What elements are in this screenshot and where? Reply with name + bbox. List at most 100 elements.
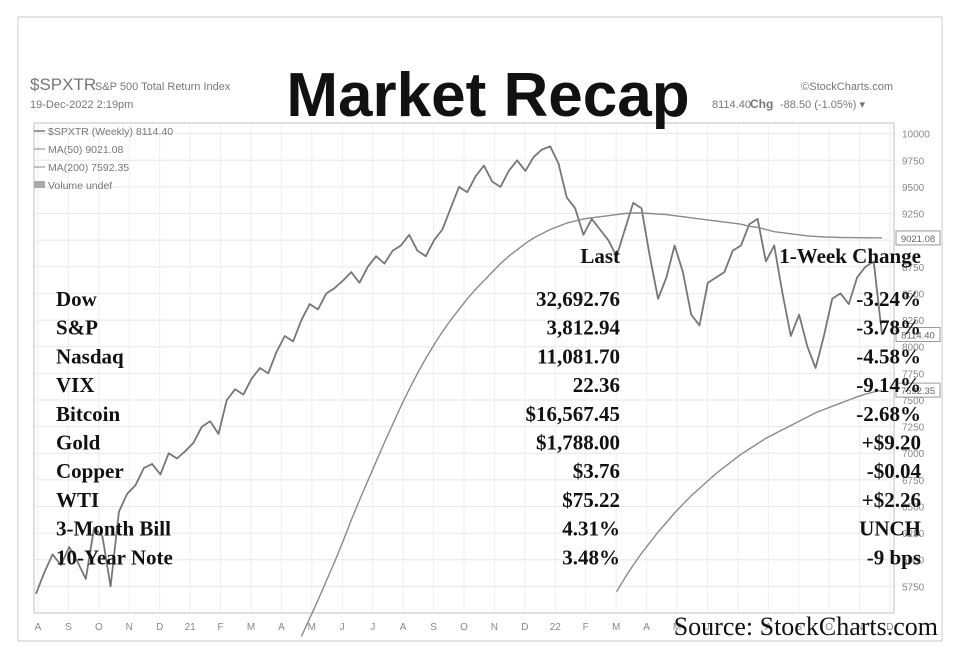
table-row-change: UNCH (859, 517, 921, 541)
series-line (300, 212, 883, 637)
x-tick-label: J (735, 622, 740, 633)
table-row-name: 10-Year Note (56, 545, 173, 569)
y-tick-label: 7000 (902, 449, 925, 460)
table-row-last: 4.31% (562, 517, 620, 541)
table-row-name: Bitcoin (56, 402, 120, 426)
y-tick-label: 6250 (902, 529, 925, 540)
table-row-change: -2.68% (856, 402, 921, 426)
brand-label: ©StockCharts.com (801, 81, 893, 93)
table-header-last: Last (580, 244, 620, 268)
x-tick-label: A (400, 622, 407, 633)
x-tick-label: S (430, 622, 437, 633)
source-label: Source: StockCharts.com (674, 612, 938, 641)
table-header-change: 1-Week Change (779, 244, 921, 268)
table-row-change: -9 bps (867, 545, 921, 569)
price-badges: 9021.08 8114.40 7592.35 (895, 230, 941, 398)
x-tick-label: D (886, 622, 893, 633)
x-tick-label: M (673, 622, 681, 633)
series-line (35, 145, 883, 595)
table-row-change: +$2.26 (862, 488, 921, 512)
x-tick-label: D (156, 622, 163, 633)
table-row-last: 3.48% (562, 545, 620, 569)
y-tick-label: 6750 (902, 476, 925, 487)
x-tick-label: N (491, 622, 498, 633)
x-tick-label: N (126, 622, 133, 633)
y-tick-label: 7500 (902, 396, 925, 407)
price-badge-label: 7592.35 (901, 386, 935, 397)
x-tick-label: M (308, 622, 316, 633)
date-label: 19-Dec-2022 2:19pm (30, 99, 133, 111)
table-row-last: $75.22 (562, 488, 620, 512)
x-tick-label: A (278, 622, 285, 633)
change-label: Chg (750, 97, 773, 111)
legend-swatch (34, 181, 45, 188)
y-tick-label: 9250 (902, 210, 925, 221)
x-tick-label: O (825, 622, 833, 633)
table-row-last: 3,812.94 (547, 316, 621, 340)
x-tick-label: J (705, 622, 710, 633)
price-badge (895, 230, 941, 246)
table-row-last: $16,567.45 (526, 402, 621, 426)
y-tick-label: 7750 (902, 369, 925, 380)
x-tick-label: 22 (550, 622, 562, 633)
table-row-name: WTI (56, 488, 99, 512)
table-row-change: -$0.04 (867, 459, 922, 483)
data-table: Last 1-Week Change Dow 32,692.76 -3.24% S&P… (56, 244, 921, 569)
x-tick-label: J (370, 622, 375, 633)
table-row-change: -3.24% (856, 287, 921, 311)
legend-item: MA(200) 7592.35 (48, 162, 129, 174)
table-row-change: +$9.20 (862, 431, 921, 455)
x-axis: A S O N D 21 F M A M J J A S O N D 22 F M A M J J A S O N D (35, 622, 894, 633)
legend-item: MA(50) 9021.08 (48, 144, 123, 156)
table-row-name: Dow (56, 287, 98, 311)
x-tick-label: N (856, 622, 863, 633)
legend-item: $SPXTR (Weekly) 8114.40 (48, 126, 173, 138)
table-row-last: 11,081.70 (537, 344, 620, 368)
x-tick-label: 21 (185, 622, 197, 633)
y-tick-label: 6000 (902, 556, 925, 567)
y-axis: 1000097509500925090008750850082508000775… (902, 130, 930, 594)
legend-item: Volume undef (48, 180, 112, 192)
x-tick-label: O (95, 622, 103, 633)
x-tick-label: S (795, 622, 802, 633)
x-tick-label: F (218, 622, 224, 633)
frame (17, 16, 943, 642)
symbol: $SPXTR (30, 75, 96, 94)
x-tick-label: M (247, 622, 255, 633)
x-tick-label: A (643, 622, 650, 633)
table-row-name: S&P (56, 316, 98, 340)
price-badge (895, 382, 941, 398)
x-tick-label: S (65, 622, 72, 633)
y-tick-label: 8000 (902, 343, 925, 354)
table-row-last: $1,788.00 (536, 431, 620, 455)
change-value: -88.50 (-1.05%) ▾ (780, 99, 865, 111)
y-tick-label: 9500 (902, 183, 925, 194)
table-row-name: Copper (56, 459, 124, 483)
series-line (615, 389, 883, 593)
x-tick-label: O (460, 622, 468, 633)
series-group (35, 145, 883, 637)
x-tick-label: A (765, 622, 772, 633)
table-row-last: 22.36 (573, 373, 620, 397)
table-row-last: 32,692.76 (536, 287, 620, 311)
x-tick-label: M (612, 622, 620, 633)
table-row-name: Gold (56, 431, 101, 455)
grid (34, 123, 894, 613)
y-tick-label: 6500 (902, 502, 925, 513)
price-badge-label: 9021.08 (901, 234, 935, 245)
table-row-change: -9.14% (856, 373, 921, 397)
x-tick-label: D (521, 622, 528, 633)
price-badge (895, 327, 941, 343)
x-tick-label: A (35, 622, 42, 633)
last-value-label: 8114.40 (712, 99, 751, 111)
legend: $SPXTR (Weekly) 8114.40 MA(50) 9021.08 M… (34, 126, 173, 192)
y-tick-label: 5750 (902, 582, 925, 593)
price-badge-label: 8114.40 (901, 331, 935, 342)
x-tick-label: J (340, 622, 345, 633)
y-tick-label: 10000 (902, 130, 930, 141)
y-tick-label: 8500 (902, 289, 925, 300)
table-row-name: VIX (56, 373, 95, 397)
y-tick-label: 7250 (902, 423, 925, 434)
